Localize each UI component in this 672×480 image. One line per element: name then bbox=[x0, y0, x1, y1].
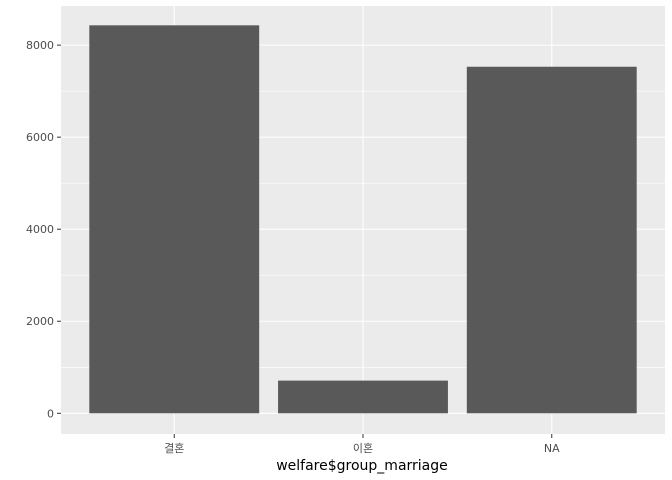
y-axis-ticks: 0 2000 4000 6000 8000 bbox=[26, 39, 61, 420]
x-tick-label: 이혼 bbox=[353, 442, 373, 455]
x-axis-title: welfare$group_marriage bbox=[276, 458, 448, 474]
x-tick-label: NA bbox=[544, 442, 560, 455]
y-tick-label: 0 bbox=[47, 407, 54, 420]
bars bbox=[89, 25, 637, 414]
bar-2 bbox=[278, 380, 448, 414]
bar-3 bbox=[466, 66, 637, 414]
y-tick-label: 4000 bbox=[26, 223, 54, 236]
bar-1 bbox=[89, 25, 260, 414]
x-tick-label: 결혼 bbox=[164, 442, 184, 455]
y-tick-label: 6000 bbox=[26, 131, 54, 144]
x-axis-ticks: 결혼 이혼 NA bbox=[164, 434, 560, 455]
y-tick-label: 8000 bbox=[26, 39, 54, 52]
y-tick-label: 2000 bbox=[26, 315, 54, 328]
